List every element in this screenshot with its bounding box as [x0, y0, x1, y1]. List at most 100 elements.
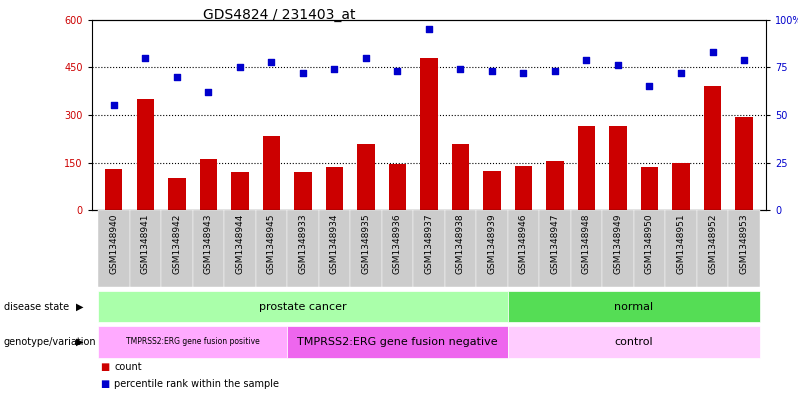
Bar: [98, 290, 508, 322]
Bar: [673, 163, 689, 210]
Bar: [515, 166, 532, 210]
Bar: [318, 210, 350, 287]
Text: ■: ■: [100, 379, 109, 389]
Point: [391, 68, 404, 74]
Point: [454, 66, 467, 72]
Bar: [326, 167, 343, 210]
Bar: [697, 210, 729, 287]
Point: [171, 74, 184, 80]
Point: [202, 89, 215, 95]
Text: normal: normal: [614, 301, 654, 312]
Text: disease state: disease state: [4, 301, 69, 312]
Point: [674, 70, 687, 76]
Bar: [484, 171, 500, 210]
Bar: [476, 210, 508, 287]
Point: [517, 70, 530, 76]
Text: GSM1348945: GSM1348945: [267, 213, 276, 274]
Point: [737, 57, 750, 63]
Point: [265, 59, 278, 65]
Bar: [168, 178, 185, 210]
Bar: [161, 210, 192, 287]
Text: GSM1348949: GSM1348949: [614, 213, 622, 274]
Text: GSM1348939: GSM1348939: [488, 213, 496, 274]
Bar: [105, 169, 122, 210]
Point: [139, 55, 152, 61]
Text: GSM1348946: GSM1348946: [519, 213, 528, 274]
Bar: [129, 210, 161, 287]
Bar: [452, 143, 469, 210]
Point: [611, 62, 624, 68]
Bar: [98, 210, 129, 287]
Bar: [736, 117, 753, 210]
Point: [706, 49, 719, 55]
Point: [422, 26, 435, 32]
Bar: [98, 326, 287, 358]
Bar: [610, 126, 626, 210]
Text: GSM1348947: GSM1348947: [551, 213, 559, 274]
Text: GSM1348940: GSM1348940: [109, 213, 118, 274]
Point: [548, 68, 561, 74]
Bar: [192, 210, 224, 287]
Bar: [358, 143, 374, 210]
Text: GSM1348953: GSM1348953: [740, 213, 749, 274]
Point: [360, 55, 373, 61]
Point: [328, 66, 341, 72]
Bar: [224, 210, 255, 287]
Point: [485, 68, 498, 74]
Point: [580, 57, 593, 63]
Text: ■: ■: [100, 362, 109, 373]
Text: ▶: ▶: [76, 301, 83, 312]
Bar: [508, 290, 760, 322]
Bar: [666, 210, 697, 287]
Bar: [287, 326, 508, 358]
Bar: [255, 210, 287, 287]
Text: GSM1348938: GSM1348938: [456, 213, 465, 274]
Text: genotype/variation: genotype/variation: [4, 337, 97, 347]
Text: GSM1348950: GSM1348950: [645, 213, 654, 274]
Text: GSM1348944: GSM1348944: [235, 213, 244, 274]
Bar: [508, 326, 760, 358]
Text: control: control: [614, 337, 653, 347]
Bar: [263, 136, 280, 210]
Text: GSM1348948: GSM1348948: [582, 213, 591, 274]
Bar: [389, 164, 406, 210]
Bar: [729, 210, 760, 287]
Text: GSM1348934: GSM1348934: [330, 213, 339, 274]
Text: GSM1348951: GSM1348951: [677, 213, 685, 274]
Text: GSM1348942: GSM1348942: [172, 213, 181, 274]
Text: prostate cancer: prostate cancer: [259, 301, 346, 312]
Bar: [634, 210, 666, 287]
Bar: [508, 210, 539, 287]
Bar: [539, 210, 571, 287]
Text: ▶: ▶: [76, 337, 83, 347]
Text: count: count: [114, 362, 142, 373]
Bar: [287, 210, 318, 287]
Point: [643, 83, 656, 90]
Bar: [578, 126, 595, 210]
Bar: [602, 210, 634, 287]
Text: percentile rank within the sample: percentile rank within the sample: [114, 379, 279, 389]
Text: GSM1348943: GSM1348943: [203, 213, 213, 274]
Point: [108, 102, 120, 108]
Text: GSM1348952: GSM1348952: [708, 213, 717, 274]
Bar: [381, 210, 413, 287]
Bar: [350, 210, 381, 287]
Text: GSM1348935: GSM1348935: [361, 213, 370, 274]
Text: GDS4824 / 231403_at: GDS4824 / 231403_at: [203, 8, 356, 22]
Bar: [421, 58, 437, 210]
Bar: [136, 99, 154, 210]
Text: TMPRSS2:ERG gene fusion positive: TMPRSS2:ERG gene fusion positive: [126, 338, 259, 346]
Text: GSM1348941: GSM1348941: [140, 213, 150, 274]
Bar: [294, 172, 311, 210]
Text: GSM1348936: GSM1348936: [393, 213, 402, 274]
Text: TMPRSS2:ERG gene fusion negative: TMPRSS2:ERG gene fusion negative: [297, 337, 498, 347]
Bar: [547, 161, 563, 210]
Bar: [231, 172, 248, 210]
Bar: [641, 167, 658, 210]
Bar: [444, 210, 476, 287]
Text: GSM1348937: GSM1348937: [425, 213, 433, 274]
Bar: [704, 86, 721, 210]
Bar: [200, 160, 217, 210]
Point: [234, 64, 247, 70]
Bar: [571, 210, 602, 287]
